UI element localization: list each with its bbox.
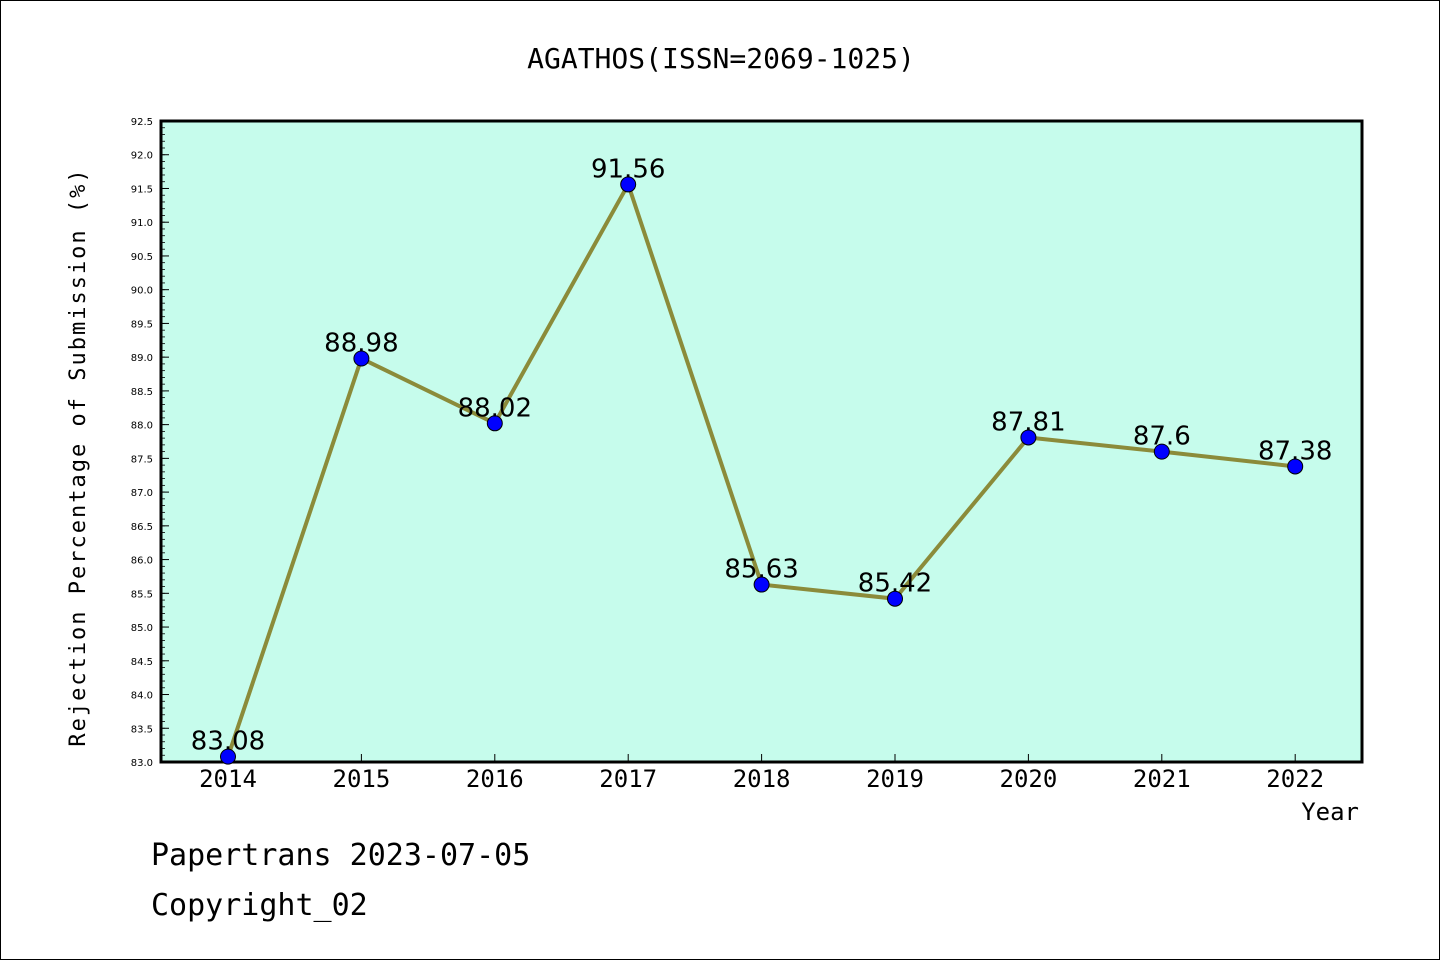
x-tick-label: 2022 bbox=[1266, 765, 1324, 793]
chart-title: AGATHOS(ISSN=2069-1025) bbox=[527, 42, 915, 75]
data-label: 87.6 bbox=[1133, 422, 1191, 452]
y-tick-label: 85.5 bbox=[131, 589, 153, 600]
data-point bbox=[620, 176, 637, 193]
data-point bbox=[1287, 458, 1304, 475]
data-label: 87.38 bbox=[1258, 436, 1332, 466]
data-point bbox=[887, 590, 903, 607]
y-axis-ticks: 83.0 83.5 84.0 84.5 85.0 85.5 86.0 86.5 87.0 87.5… bbox=[131, 117, 169, 769]
y-tick-label: 88.0 bbox=[131, 421, 153, 432]
x-tick-label: 2020 bbox=[1000, 765, 1058, 793]
y-tick-label: 91.0 bbox=[131, 218, 153, 229]
y-tick-label: 88.5 bbox=[131, 387, 153, 398]
y-tick-label: 90.0 bbox=[131, 286, 153, 297]
data-point bbox=[220, 748, 236, 765]
x-tick-label: 2016 bbox=[466, 765, 524, 793]
y-tick-label: 87.5 bbox=[131, 454, 153, 465]
y-tick-label: 83.0 bbox=[131, 758, 153, 769]
data-point bbox=[753, 576, 770, 593]
x-tick-label: 2018 bbox=[733, 765, 791, 793]
data-label: 83.08 bbox=[191, 727, 265, 757]
data-label: 85.42 bbox=[858, 569, 932, 599]
data-point bbox=[1153, 443, 1170, 460]
y-tick-label: 84.5 bbox=[131, 657, 153, 668]
y-axis-label: Rejection Percentage of Submission (%) bbox=[66, 167, 91, 746]
footer-date: Papertrans 2023-07-05 bbox=[151, 838, 530, 873]
y-tick-label: 87.0 bbox=[131, 488, 153, 499]
data-label: 91.56 bbox=[591, 154, 665, 184]
y-tick-label: 86.0 bbox=[131, 556, 153, 567]
x-tick-label: 2021 bbox=[1133, 765, 1191, 793]
y-tick-label: 89.5 bbox=[131, 319, 153, 330]
y-tick-label: 84.0 bbox=[131, 691, 153, 702]
y-tick-label: 90.5 bbox=[131, 252, 153, 263]
data-point bbox=[1020, 429, 1037, 446]
y-tick-label: 83.5 bbox=[131, 724, 153, 735]
x-axis-ticks: 2014 2015 2016 2017 2018 2019 2020 2021 2022 bbox=[199, 754, 1324, 793]
x-axis-label: Year bbox=[1301, 798, 1359, 826]
data-point bbox=[353, 350, 370, 367]
data-label: 88.98 bbox=[324, 329, 398, 359]
x-tick-label: 2014 bbox=[199, 765, 257, 793]
data-label: 85.63 bbox=[724, 555, 798, 585]
x-tick-label: 2017 bbox=[599, 765, 657, 793]
data-point bbox=[486, 415, 503, 432]
y-tick-label: 92.5 bbox=[131, 117, 153, 128]
x-tick-label: 2019 bbox=[866, 765, 924, 793]
y-tick-label: 85.0 bbox=[131, 623, 153, 634]
y-tick-label: 91.5 bbox=[131, 184, 153, 195]
data-labels: 83.08 88.98 88.02 91.56 85.63 85.42 87.81 87.6 8… bbox=[191, 154, 1333, 756]
data-label: 88.02 bbox=[458, 393, 532, 423]
y-tick-label: 86.5 bbox=[131, 522, 153, 533]
data-points bbox=[220, 176, 1304, 765]
x-tick-label: 2015 bbox=[333, 765, 391, 793]
footer-copyright: Copyright_02 bbox=[151, 888, 368, 923]
data-label: 87.81 bbox=[991, 407, 1065, 437]
y-tick-label: 92.0 bbox=[131, 151, 153, 162]
y-tick-label: 89.0 bbox=[131, 353, 153, 364]
plot-area bbox=[159, 119, 1364, 764]
